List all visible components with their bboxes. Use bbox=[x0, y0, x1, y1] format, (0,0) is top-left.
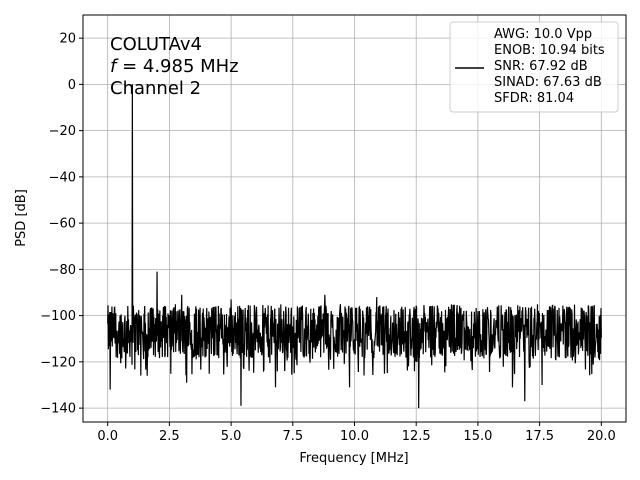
chart-annotation: COLUTAv4 f = 4.985 MHz Channel 2 bbox=[110, 34, 239, 99]
x-tick-label: 17.5 bbox=[525, 429, 554, 444]
y-axis-ticks: 20 0 −20 −40 −60 −80 −100 −120 −140 bbox=[40, 32, 83, 417]
x-axis-label: Frequency [MHz] bbox=[299, 451, 408, 466]
y-tick-label: −60 bbox=[49, 217, 76, 232]
psd-line bbox=[107, 84, 602, 409]
x-tick-label: 7.5 bbox=[282, 429, 303, 444]
psd-series bbox=[107, 84, 602, 409]
x-tick-label: 5.0 bbox=[221, 429, 242, 444]
x-tick-label: 2.5 bbox=[159, 429, 180, 444]
y-axis-label: PSD [dB] bbox=[14, 189, 29, 247]
legend-box bbox=[449, 21, 619, 113]
y-tick-label: 20 bbox=[59, 32, 76, 47]
y-tick-label: −80 bbox=[49, 263, 76, 278]
y-tick-label: −100 bbox=[40, 309, 76, 324]
legend-entry-sinad: SINAD: 67.63 dB bbox=[494, 75, 602, 90]
annotation-frequency-symbol: f bbox=[110, 56, 119, 77]
annotation-frequency-value: = 4.985 MHz bbox=[116, 56, 238, 77]
annotation-chip-name: COLUTAv4 bbox=[110, 34, 202, 55]
y-tick-label: −20 bbox=[49, 124, 76, 139]
x-tick-label: 10.0 bbox=[340, 429, 369, 444]
annotation-frequency: f = 4.985 MHz bbox=[110, 56, 239, 77]
grid-lines bbox=[83, 15, 626, 422]
x-tick-label: 0.0 bbox=[97, 429, 118, 444]
legend: AWG: 10.0 Vpp ENOB: 10.94 bits SNR: 67.9… bbox=[449, 21, 619, 113]
legend-entry-awg: AWG: 10.0 Vpp bbox=[494, 27, 592, 42]
y-tick-label: −140 bbox=[40, 402, 76, 417]
x-tick-label: 12.5 bbox=[402, 429, 431, 444]
legend-entry-sfdr: SFDR: 81.04 bbox=[494, 91, 574, 106]
y-tick-label: −120 bbox=[40, 355, 76, 370]
x-tick-label: 20.0 bbox=[587, 429, 616, 444]
x-axis-ticks: 0.0 2.5 5.0 7.5 10.0 12.5 15.0 17.5 20.0 bbox=[97, 422, 616, 444]
x-tick-label: 15.0 bbox=[463, 429, 492, 444]
y-tick-label: −40 bbox=[49, 170, 76, 185]
legend-entry-enob: ENOB: 10.94 bits bbox=[494, 43, 605, 58]
y-tick-label: 0 bbox=[68, 78, 76, 93]
legend-entry-snr: SNR: 67.92 dB bbox=[494, 59, 588, 74]
annotation-channel: Channel 2 bbox=[110, 78, 201, 99]
